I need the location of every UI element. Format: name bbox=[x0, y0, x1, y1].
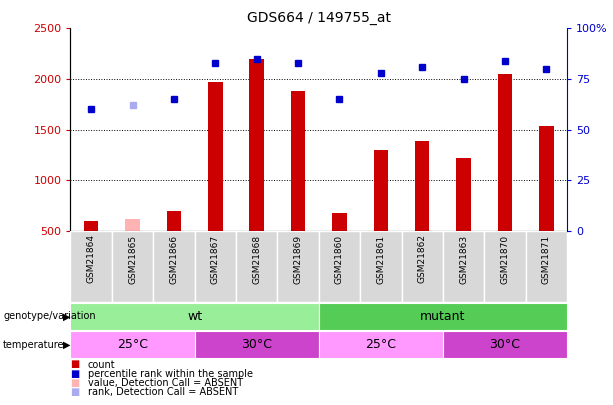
Text: percentile rank within the sample: percentile rank within the sample bbox=[88, 369, 253, 379]
Bar bbox=[125, 219, 140, 231]
Text: GSM21864: GSM21864 bbox=[86, 234, 96, 284]
Text: GSM21871: GSM21871 bbox=[542, 234, 551, 284]
Text: 30°C: 30°C bbox=[489, 338, 520, 351]
Text: GSM21860: GSM21860 bbox=[335, 234, 344, 284]
Bar bbox=[208, 82, 223, 231]
Text: ■: ■ bbox=[70, 388, 80, 397]
Text: GSM21863: GSM21863 bbox=[459, 234, 468, 284]
Text: ■: ■ bbox=[70, 378, 80, 388]
FancyBboxPatch shape bbox=[484, 231, 526, 302]
FancyBboxPatch shape bbox=[319, 331, 443, 358]
FancyBboxPatch shape bbox=[443, 231, 484, 302]
Text: value, Detection Call = ABSENT: value, Detection Call = ABSENT bbox=[88, 378, 243, 388]
Text: ▶: ▶ bbox=[63, 311, 70, 321]
FancyBboxPatch shape bbox=[443, 331, 567, 358]
FancyBboxPatch shape bbox=[195, 331, 319, 358]
Text: GSM21862: GSM21862 bbox=[417, 234, 427, 284]
Text: GSM21868: GSM21868 bbox=[252, 234, 261, 284]
Text: ▶: ▶ bbox=[63, 340, 70, 350]
Text: GSM21867: GSM21867 bbox=[211, 234, 220, 284]
FancyBboxPatch shape bbox=[153, 231, 195, 302]
Text: GSM21866: GSM21866 bbox=[169, 234, 178, 284]
Text: 30°C: 30°C bbox=[241, 338, 272, 351]
Bar bbox=[539, 126, 554, 231]
FancyBboxPatch shape bbox=[195, 231, 236, 302]
Text: ■: ■ bbox=[70, 369, 80, 379]
FancyBboxPatch shape bbox=[319, 303, 567, 330]
FancyBboxPatch shape bbox=[360, 231, 402, 302]
Bar bbox=[167, 211, 181, 231]
FancyBboxPatch shape bbox=[236, 231, 277, 302]
FancyBboxPatch shape bbox=[402, 231, 443, 302]
Bar bbox=[291, 91, 305, 231]
FancyBboxPatch shape bbox=[277, 231, 319, 302]
Text: genotype/variation: genotype/variation bbox=[3, 311, 96, 321]
Text: rank, Detection Call = ABSENT: rank, Detection Call = ABSENT bbox=[88, 388, 238, 397]
Text: GSM21869: GSM21869 bbox=[294, 234, 303, 284]
Text: 25°C: 25°C bbox=[365, 338, 397, 351]
Bar bbox=[415, 141, 430, 231]
FancyBboxPatch shape bbox=[70, 331, 195, 358]
FancyBboxPatch shape bbox=[70, 231, 112, 302]
FancyBboxPatch shape bbox=[112, 231, 153, 302]
Bar bbox=[332, 213, 347, 231]
FancyBboxPatch shape bbox=[526, 231, 567, 302]
FancyBboxPatch shape bbox=[70, 303, 319, 330]
FancyBboxPatch shape bbox=[319, 231, 360, 302]
Text: count: count bbox=[88, 360, 115, 369]
Title: GDS664 / 149755_at: GDS664 / 149755_at bbox=[247, 11, 390, 25]
Text: temperature: temperature bbox=[3, 340, 64, 350]
Text: ■: ■ bbox=[70, 360, 80, 369]
Bar bbox=[373, 150, 388, 231]
Text: wt: wt bbox=[187, 310, 202, 323]
Text: 25°C: 25°C bbox=[117, 338, 148, 351]
Bar bbox=[249, 59, 264, 231]
Text: mutant: mutant bbox=[420, 310, 466, 323]
Bar bbox=[84, 221, 99, 231]
Text: GSM21865: GSM21865 bbox=[128, 234, 137, 284]
Text: GSM21870: GSM21870 bbox=[500, 234, 509, 284]
Text: GSM21861: GSM21861 bbox=[376, 234, 386, 284]
Bar bbox=[498, 74, 512, 231]
Bar bbox=[456, 158, 471, 231]
